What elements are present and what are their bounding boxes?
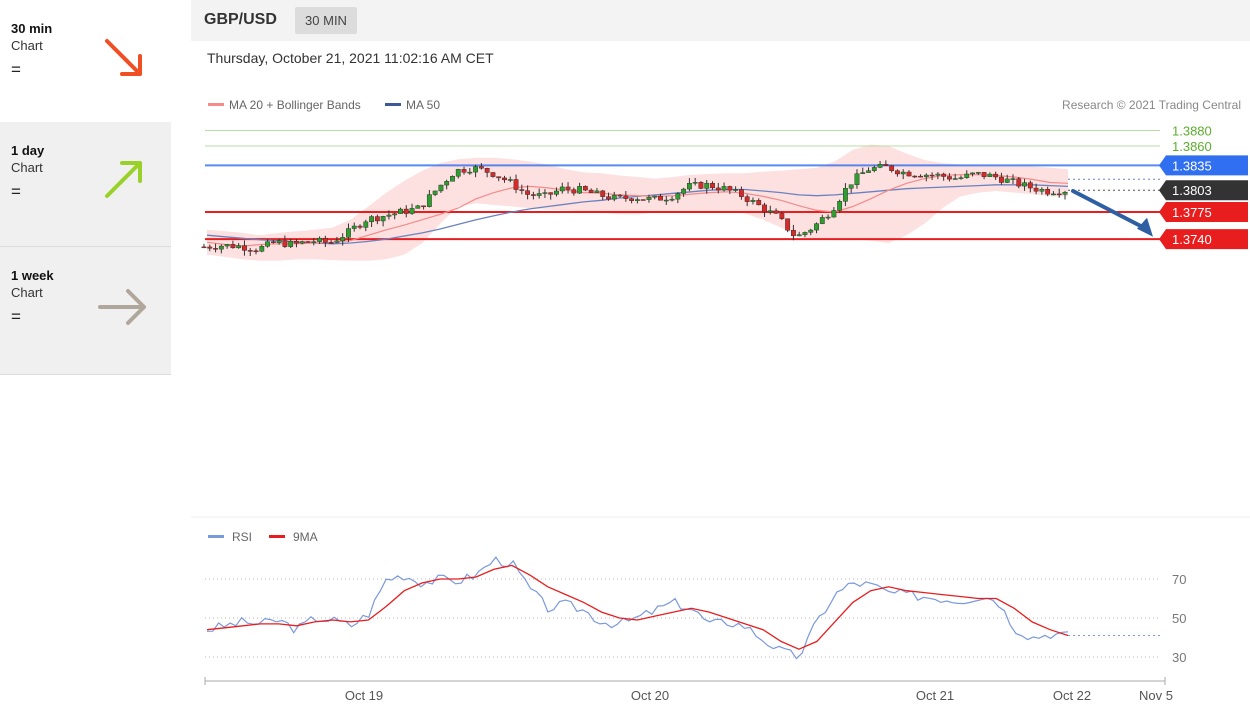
trend-equal-sign: = [11, 307, 21, 326]
trend-equal-sign: = [11, 182, 21, 201]
chart-toolbar: GBP/USD 30 MIN [191, 0, 1250, 41]
timeframe-30min[interactable]: 30 min Chart = [0, 0, 171, 125]
arrow-up-right-icon [105, 161, 142, 198]
chart-panel: GBP/USD 30 MIN Thursday, October 21, 202… [191, 0, 1250, 715]
timeframe-sidebar: 30 min Chart = 1 day Chart = 1 week Char… [0, 0, 171, 375]
timeframe-sublabel: Chart [11, 38, 43, 53]
chart-datetime: Thursday, October 21, 2021 11:02:16 AM C… [207, 50, 494, 66]
timeframe-sublabel: Chart [11, 285, 43, 300]
trend-equal-sign: = [11, 60, 21, 79]
timeframe-badge[interactable]: 30 MIN [295, 7, 357, 34]
timeframe-label: 1 day [11, 143, 45, 158]
timeframe-sublabel: Chart [11, 160, 43, 175]
timeframe-1day[interactable]: 1 day Chart = [0, 122, 171, 247]
arrow-down-right-icon [105, 39, 142, 76]
timeframe-1week[interactable]: 1 week Chart = [0, 247, 171, 375]
timeframe-label: 30 min [11, 21, 53, 36]
timeframe-label: 1 week [11, 268, 54, 283]
symbol-title: GBP/USD [204, 11, 277, 28]
arrow-right-icon [98, 289, 146, 325]
